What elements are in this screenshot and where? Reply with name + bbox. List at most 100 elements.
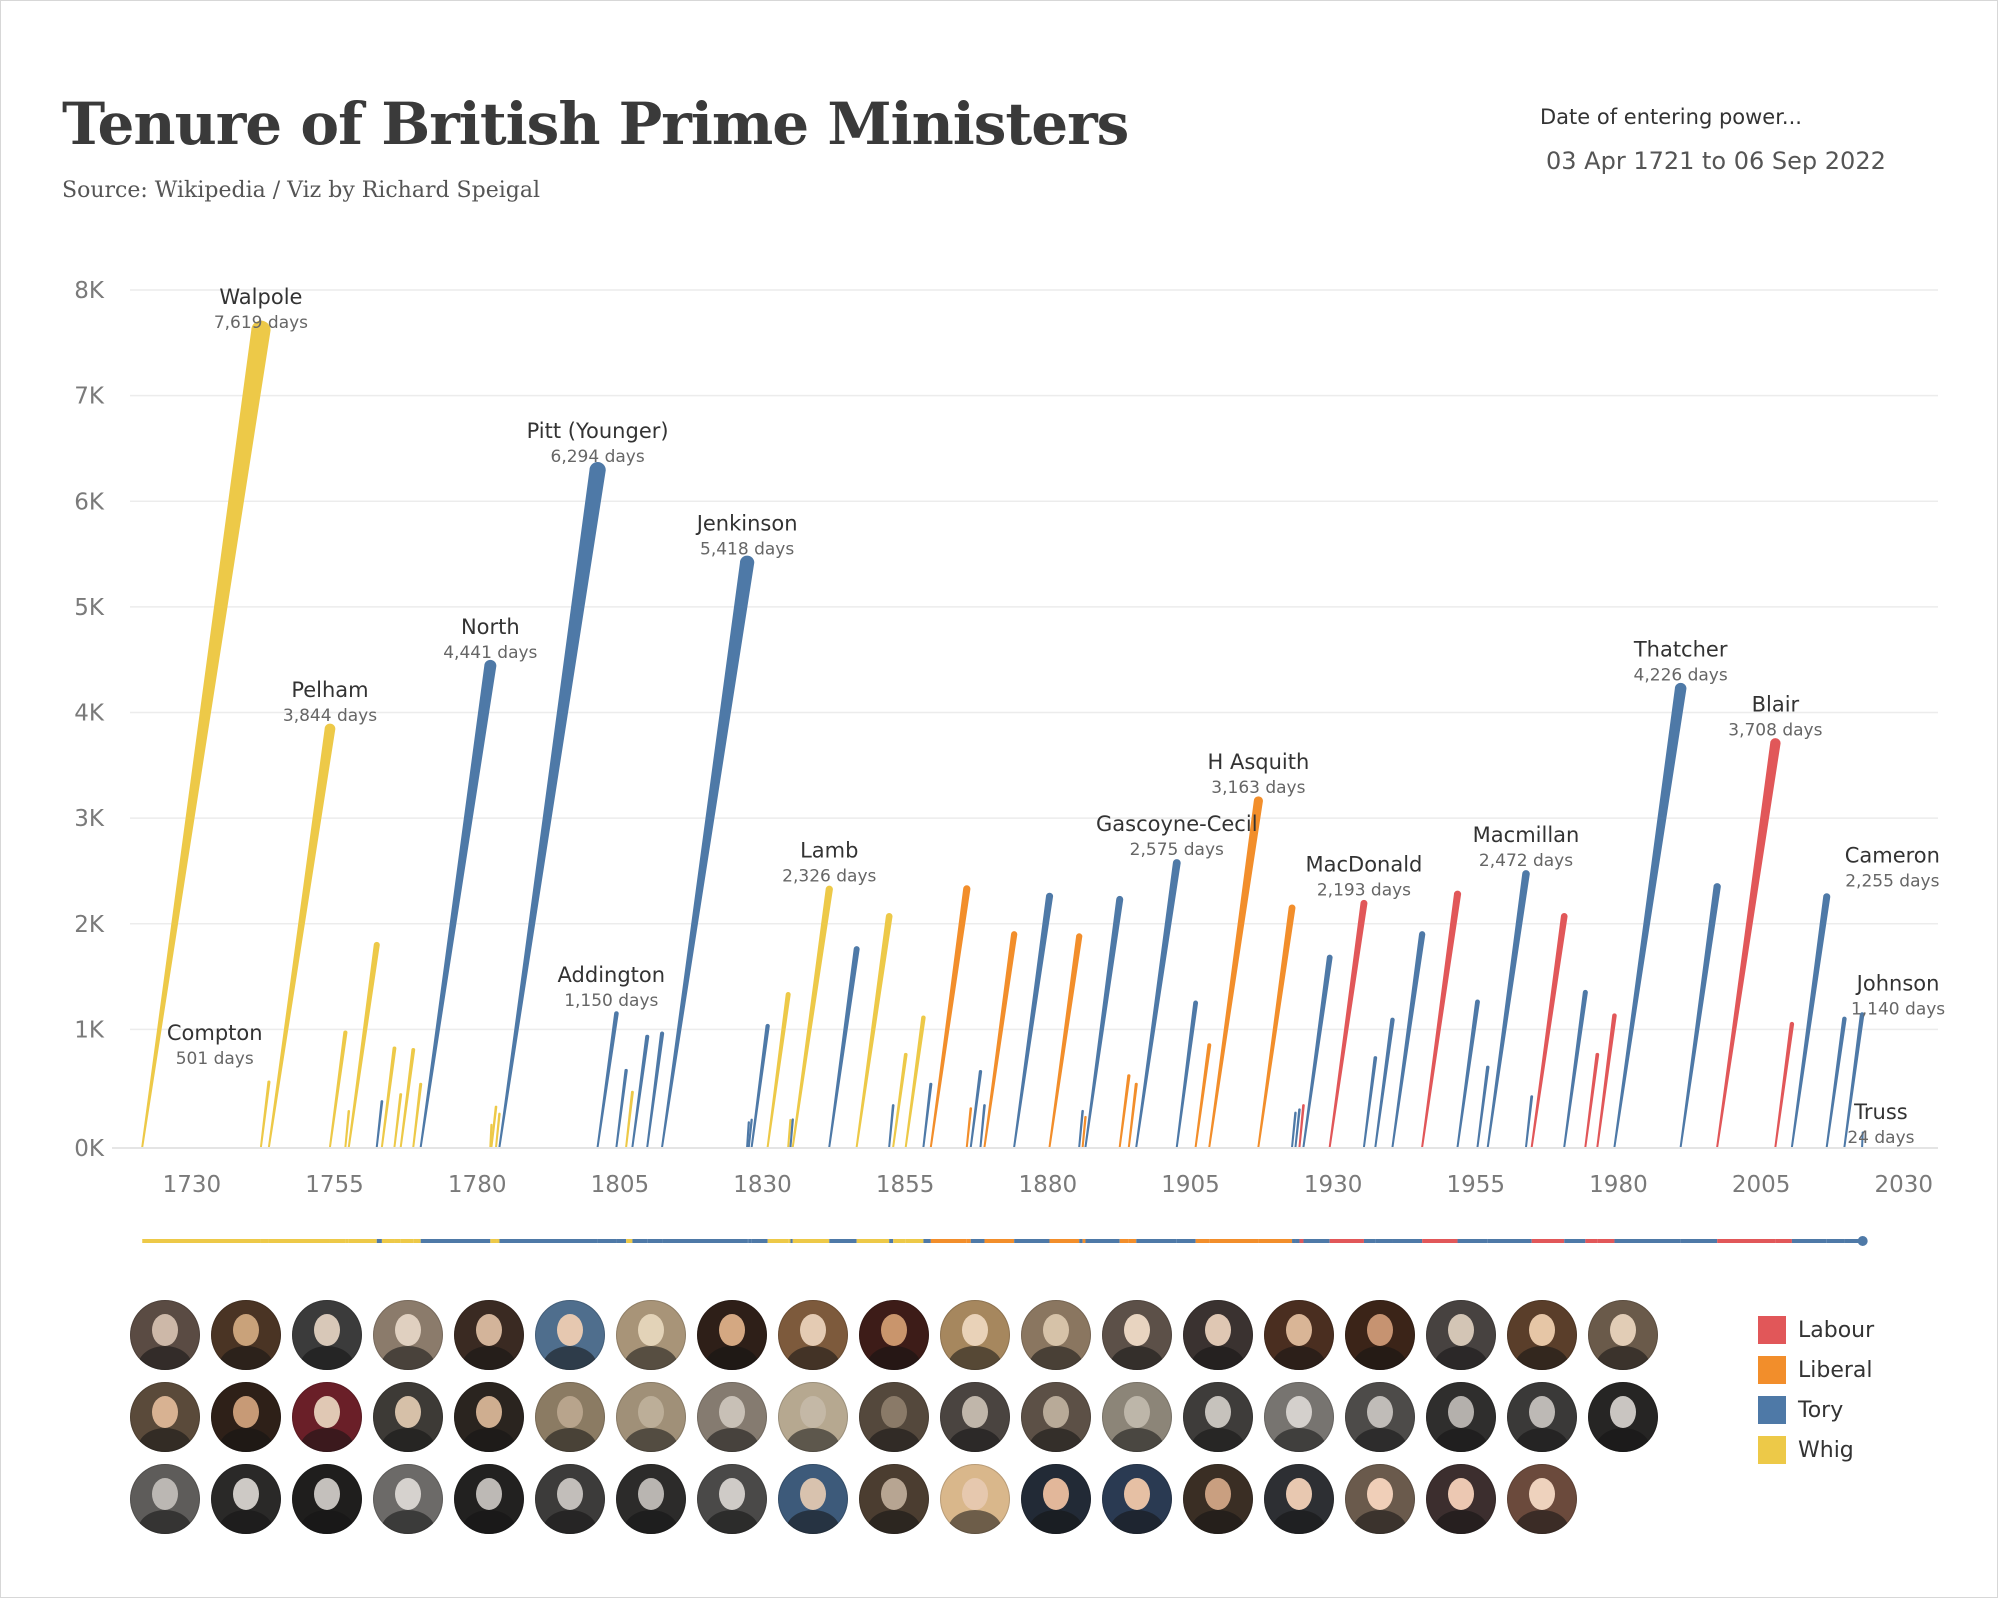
x-tick-label: 2030 (1874, 1172, 1933, 1198)
portrait-face (719, 1396, 745, 1428)
pm-portrait[interactable] (535, 1382, 605, 1452)
pm-days-label: 1,140 days (1851, 999, 1945, 1019)
portrait-face (395, 1396, 421, 1428)
pm-portrait[interactable] (697, 1464, 767, 1534)
pm-portrait[interactable] (1102, 1300, 1172, 1370)
pm-portrait[interactable] (778, 1382, 848, 1452)
pm-portrait[interactable] (940, 1300, 1010, 1370)
portrait-body (1191, 1428, 1245, 1452)
x-tick-label: 1755 (305, 1172, 364, 1198)
tenure-bar (1525, 1095, 1534, 1147)
legend-item[interactable]: Whig (1758, 1430, 1874, 1470)
tenure-bar (631, 1034, 650, 1147)
tenure-bar (1078, 1109, 1084, 1147)
pm-portrait[interactable] (292, 1464, 362, 1534)
pm-portrait[interactable] (859, 1382, 929, 1452)
legend-swatch (1758, 1316, 1786, 1344)
pm-portrait[interactable] (616, 1300, 686, 1370)
pm-portrait[interactable] (1183, 1382, 1253, 1452)
pm-portrait[interactable] (1183, 1300, 1253, 1370)
pm-portrait[interactable] (859, 1300, 929, 1370)
pm-portrait[interactable] (130, 1300, 200, 1370)
pm-portrait[interactable] (1102, 1382, 1172, 1452)
tenure-bar (1421, 890, 1462, 1147)
pm-portrait[interactable] (1345, 1382, 1415, 1452)
pm-days-label: 1,150 days (564, 991, 658, 1011)
pm-portrait[interactable] (454, 1300, 524, 1370)
date-filter-value[interactable]: 03 Apr 1721 to 06 Sep 2022 (1546, 147, 1886, 175)
portrait-face (1124, 1314, 1150, 1346)
pm-portrait[interactable] (1264, 1382, 1334, 1452)
pm-portrait[interactable] (454, 1382, 524, 1452)
pm-portrait[interactable] (130, 1382, 200, 1452)
portrait-face (1205, 1478, 1231, 1510)
pm-portrait[interactable] (292, 1382, 362, 1452)
tenure-bar (969, 1069, 983, 1147)
pm-days-label: 4,226 days (1634, 666, 1728, 686)
pm-portrait[interactable] (535, 1464, 605, 1534)
pm-portrait[interactable] (373, 1300, 443, 1370)
pm-portrait[interactable] (1021, 1300, 1091, 1370)
portrait-face (881, 1396, 907, 1428)
portrait-body (1110, 1346, 1164, 1370)
legend-item[interactable]: Liberal (1758, 1350, 1874, 1390)
portrait-face (719, 1314, 745, 1346)
pm-portrait[interactable] (778, 1300, 848, 1370)
pm-portrait[interactable] (778, 1464, 848, 1534)
tenure-bar (1257, 904, 1296, 1147)
portrait-body (705, 1346, 759, 1370)
portrait-body (1434, 1510, 1488, 1534)
pm-portrait[interactable] (1264, 1300, 1334, 1370)
legend-item[interactable]: Tory (1758, 1390, 1874, 1430)
pm-portrait[interactable] (1507, 1464, 1577, 1534)
portrait-body (1515, 1510, 1569, 1534)
pm-portrait[interactable] (1588, 1382, 1658, 1452)
pm-portrait[interactable] (859, 1464, 929, 1534)
pm-portrait[interactable] (1588, 1300, 1658, 1370)
date-filter[interactable]: Date of entering power... 03 Apr 1721 to… (1540, 105, 1886, 175)
pm-name-label: Johnson (1855, 971, 1940, 995)
pm-portrait[interactable] (616, 1382, 686, 1452)
pm-portrait[interactable] (697, 1382, 767, 1452)
portrait-body (948, 1428, 1002, 1452)
tenure-bar (1486, 870, 1530, 1147)
pm-portrait[interactable] (1426, 1464, 1496, 1534)
pm-portrait[interactable] (373, 1464, 443, 1534)
pm-portrait[interactable] (535, 1300, 605, 1370)
page-subtitle: Source: Wikipedia / Viz by Richard Speig… (62, 178, 540, 203)
tenure-bar (412, 1082, 423, 1147)
pm-portrait[interactable] (211, 1382, 281, 1452)
pm-portrait[interactable] (1021, 1464, 1091, 1534)
tenure-bar (983, 931, 1018, 1147)
pm-portrait[interactable] (211, 1464, 281, 1534)
y-tick-label: 5K (74, 595, 105, 621)
pm-portrait[interactable] (130, 1464, 200, 1534)
pm-portrait[interactable] (1345, 1300, 1415, 1370)
pm-portrait[interactable] (616, 1464, 686, 1534)
pm-portrait[interactable] (454, 1464, 524, 1534)
pm-portrait[interactable] (940, 1464, 1010, 1534)
pm-portrait[interactable] (1507, 1300, 1577, 1370)
pm-portrait[interactable] (1183, 1464, 1253, 1534)
pm-name-label: Pelham (291, 678, 368, 702)
pm-days-label: 3,844 days (283, 706, 377, 726)
pm-portrait[interactable] (1102, 1464, 1172, 1534)
pm-portrait[interactable] (1345, 1464, 1415, 1534)
pm-portrait[interactable] (1426, 1300, 1496, 1370)
pm-name-label: Truss (1853, 1100, 1908, 1124)
pm-portrait[interactable] (373, 1382, 443, 1452)
pm-portrait[interactable] (211, 1300, 281, 1370)
pm-portrait[interactable] (1264, 1464, 1334, 1534)
portrait-face (395, 1478, 421, 1510)
tenure-bar (1790, 893, 1831, 1147)
portrait-face (800, 1396, 826, 1428)
pm-portrait[interactable] (697, 1300, 767, 1370)
pm-portrait[interactable] (292, 1300, 362, 1370)
legend-item[interactable]: Labour (1758, 1310, 1874, 1350)
tenure-bar (661, 555, 755, 1147)
pm-portrait[interactable] (1507, 1382, 1577, 1452)
pm-portrait[interactable] (1426, 1382, 1496, 1452)
pm-portrait[interactable] (1021, 1382, 1091, 1452)
tenure-bar (1084, 895, 1124, 1147)
pm-portrait[interactable] (940, 1382, 1010, 1452)
